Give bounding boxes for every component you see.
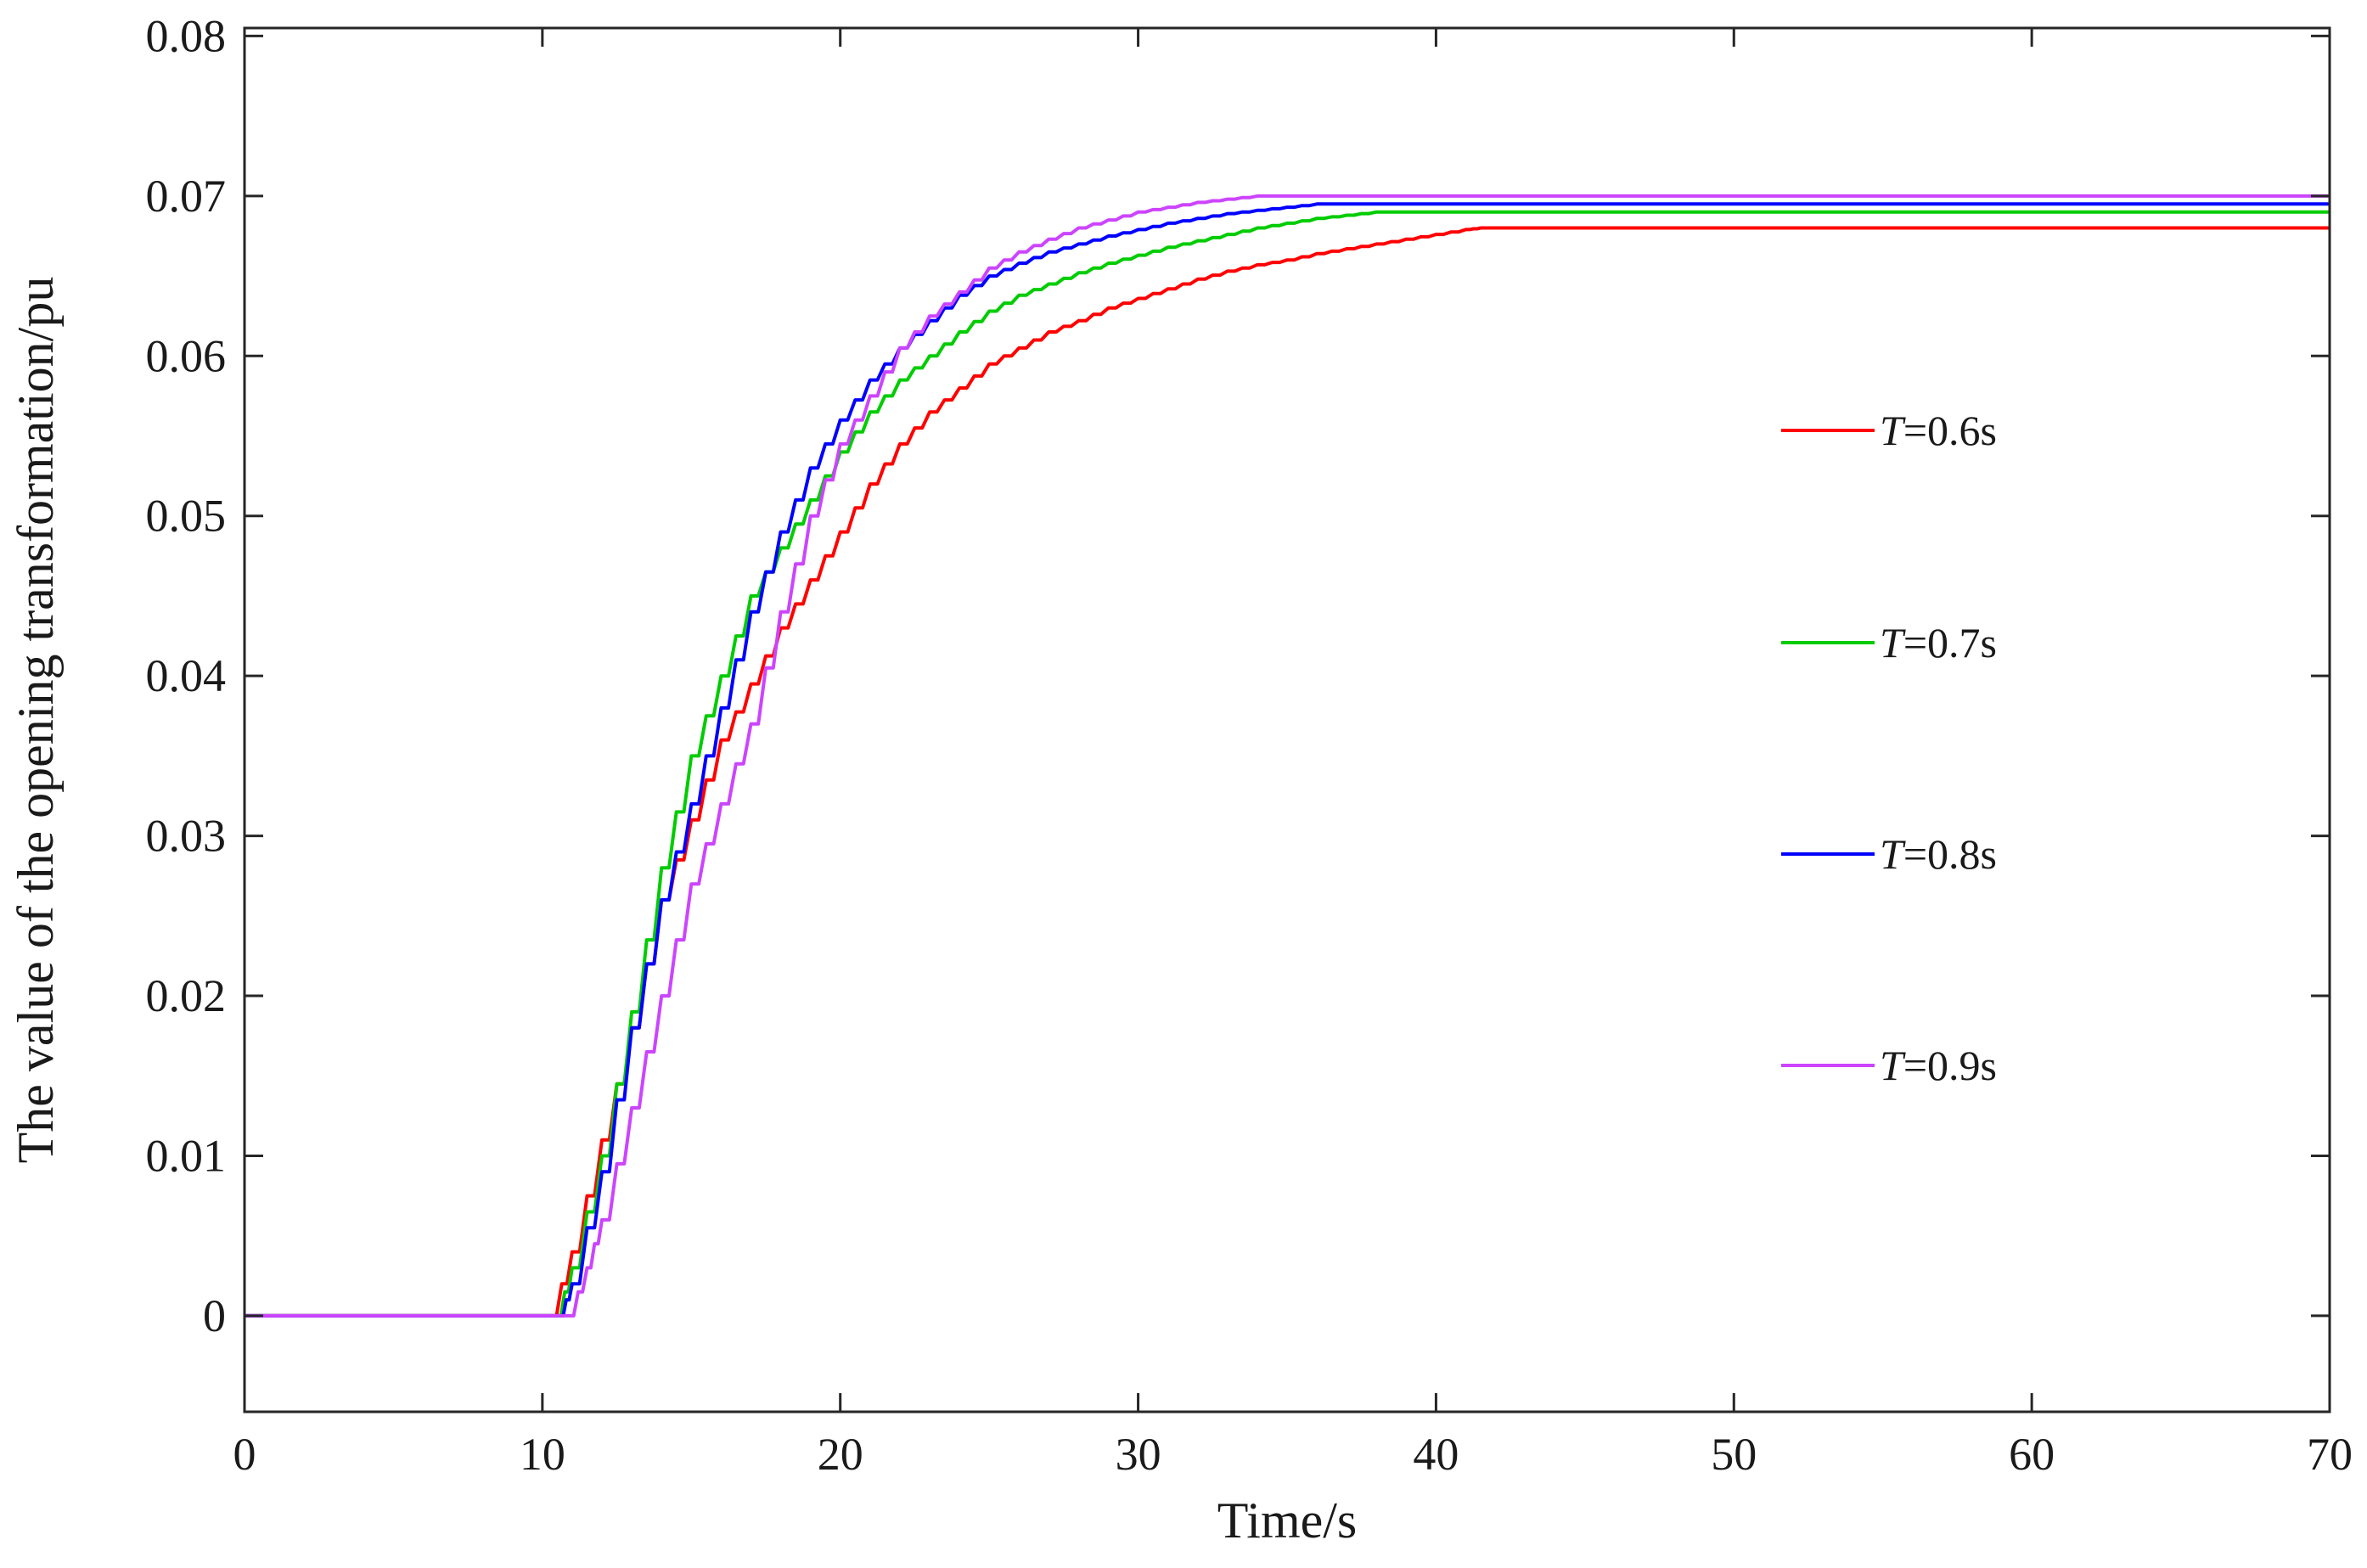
series-layer <box>245 194 2330 1318</box>
legend-label-1: T=0.6s <box>1880 407 1997 454</box>
x-tick-label: 50 <box>1711 1429 1757 1480</box>
x-axis: 0 10 20 30 40 50 60 70 <box>233 28 2353 1480</box>
legend-label-3: T=0.8s <box>1880 830 1997 878</box>
y-tick-label: 0.02 <box>146 970 227 1021</box>
x-tick-label: 40 <box>1413 1429 1459 1480</box>
series-line-3 <box>245 202 2330 1318</box>
y-axis: 0 0.01 0.02 0.03 0.04 0.05 0.06 0.07 0.08 <box>146 10 2330 1341</box>
legend-label-4: T=0.9s <box>1880 1042 1997 1089</box>
y-tick-label: 0.06 <box>146 330 227 381</box>
x-axis-title: Time/s <box>1217 1492 1358 1548</box>
x-tick-label: 30 <box>1116 1429 1161 1480</box>
x-tick-label: 0 <box>233 1429 256 1480</box>
x-tick-label: 60 <box>2009 1429 2055 1480</box>
series-line-4 <box>245 194 2330 1318</box>
legend: T=0.6s T=0.7s T=0.8s T=0.9s <box>1781 407 1997 1089</box>
x-tick-label: 70 <box>2307 1429 2353 1480</box>
y-axis-title: The value of the opening transformation/… <box>8 277 64 1164</box>
series-line-2 <box>245 210 2330 1318</box>
y-tick-label: 0.04 <box>146 650 227 701</box>
y-tick-label: 0.05 <box>146 491 227 542</box>
y-tick-label: 0.08 <box>146 10 227 61</box>
legend-label-2: T=0.7s <box>1880 619 1997 666</box>
x-tick-label: 20 <box>818 1429 863 1480</box>
plot-frame <box>243 26 2331 1413</box>
x-tick-label: 10 <box>520 1429 565 1480</box>
series-line-1 <box>245 226 2330 1318</box>
y-tick-label: 0.01 <box>146 1130 227 1181</box>
y-tick-label: 0.07 <box>146 171 227 222</box>
y-tick-label: 0 <box>203 1290 226 1341</box>
y-tick-label: 0.03 <box>146 811 227 862</box>
